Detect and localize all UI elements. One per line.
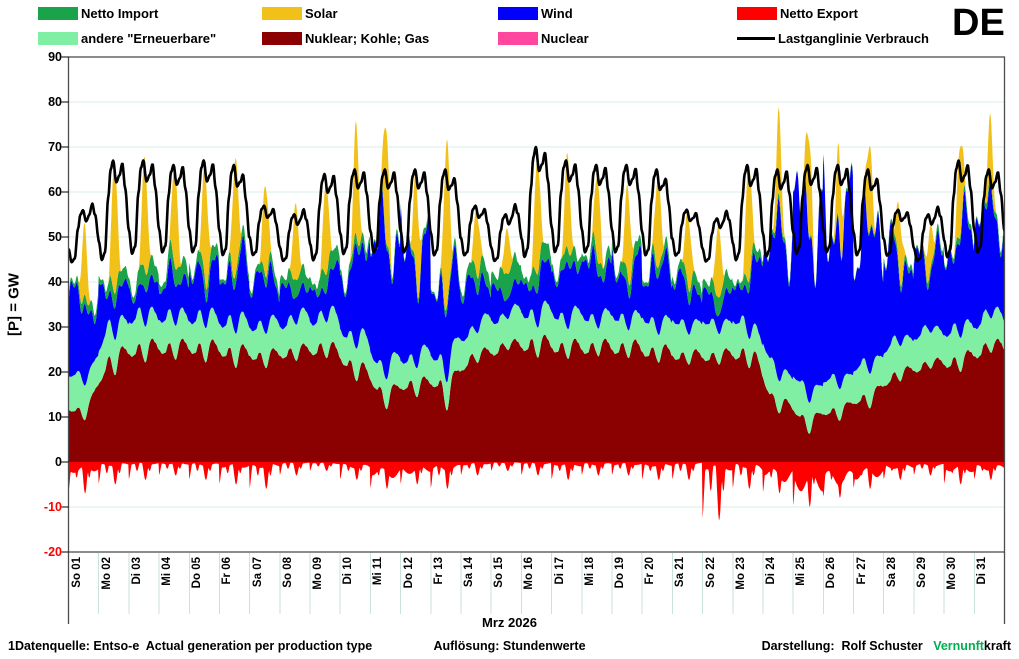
ytick-label-10: 10 bbox=[48, 410, 62, 424]
footer-resolution: Auflösung: Stundenwerte bbox=[433, 639, 586, 653]
legend-item-andere-erneuerbare: andere "Erneuerbare" bbox=[38, 30, 216, 46]
legend-label-andere-erneuerbare: andere "Erneuerbare" bbox=[81, 30, 217, 46]
xtick-label-24: Di 24 bbox=[764, 557, 777, 585]
legend-item-nuklear-kohle-gas: Nuklear; Kohle; Gas bbox=[262, 30, 429, 46]
xtick-label-23: Mo 23 bbox=[734, 557, 747, 590]
xtick-label-21: Sa 21 bbox=[674, 557, 687, 588]
legend-item-wind: Wind bbox=[498, 5, 573, 21]
xtick-label-16: Mo 16 bbox=[523, 557, 536, 590]
xtick-label-20: Fr 20 bbox=[644, 557, 657, 585]
legend-label-netto-import: Netto Import bbox=[81, 5, 159, 21]
xtick-label-1: So 01 bbox=[70, 557, 83, 588]
ytick-label-0: 0 bbox=[55, 455, 62, 469]
xtick-label-25: Mi 25 bbox=[795, 557, 808, 586]
xtick-label-9: Mo 09 bbox=[312, 557, 325, 590]
legend-item-netto-export: Netto Export bbox=[737, 5, 858, 21]
xtick-label-15: So 15 bbox=[493, 557, 506, 588]
xtick-label-30: Mo 30 bbox=[946, 557, 959, 590]
xtick-label-29: So 29 bbox=[915, 557, 928, 588]
xtick-label-6: Fr 06 bbox=[221, 557, 234, 585]
series-wind-area bbox=[68, 154, 1005, 403]
xtick-label-2: Mo 02 bbox=[100, 557, 113, 590]
ytick-label-20: 20 bbox=[48, 365, 62, 379]
footer: 1Datenquelle: Entso-e Actual generation … bbox=[0, 639, 1019, 659]
legend-swatch-netto-export bbox=[737, 6, 777, 20]
legend-swatch-nuclear bbox=[498, 31, 538, 45]
legend-item-nuclear: Nuclear bbox=[498, 30, 589, 46]
legend-swatch-wind bbox=[498, 6, 538, 20]
xtick-label-22: So 22 bbox=[704, 557, 717, 588]
series-andere-erneuerbare-area bbox=[68, 300, 1005, 434]
ytick-label--10: -10 bbox=[43, 500, 62, 514]
footer-source: 1Datenquelle: Entso-e Actual generation … bbox=[8, 639, 373, 653]
ytick-label-60: 60 bbox=[48, 185, 62, 199]
legend-swatch-netto-import bbox=[38, 6, 78, 20]
country-label: DE bbox=[952, 2, 1005, 44]
load-line bbox=[68, 145, 1005, 264]
ytick-label-80: 80 bbox=[48, 95, 62, 109]
xtick-label-10: Di 10 bbox=[342, 557, 355, 585]
xtick-label-5: Do 05 bbox=[191, 557, 204, 589]
legend-label-solar: Solar bbox=[305, 5, 338, 21]
credit-prefix: Darstellung: Rolf Schuster bbox=[761, 639, 934, 653]
y-axis-title: [P] = GW bbox=[5, 273, 23, 336]
plot-frame bbox=[67, 56, 1006, 553]
xtick-label-18: Mi 18 bbox=[583, 557, 596, 586]
brand-kraft: kraft bbox=[983, 639, 1011, 653]
x-axis-title: Mrz 2026 bbox=[482, 615, 537, 630]
xtick-label-17: Di 17 bbox=[553, 557, 566, 585]
xtick-label-27: Fr 27 bbox=[855, 557, 868, 585]
xtick-label-7: Sa 07 bbox=[251, 557, 264, 588]
legend-swatch-andere-erneuerbare bbox=[38, 31, 78, 45]
series-netto-export-area bbox=[68, 462, 1005, 520]
xtick-label-31: Di 31 bbox=[976, 557, 989, 585]
xtick-label-4: Mi 04 bbox=[161, 557, 174, 586]
xtick-label-28: Sa 28 bbox=[885, 557, 898, 588]
ytick-label-70: 70 bbox=[48, 140, 62, 154]
series-solar-area bbox=[68, 107, 1005, 316]
legend-swatch-solar bbox=[262, 6, 302, 20]
ytick-label--20: -20 bbox=[43, 545, 62, 559]
legend-label-wind: Wind bbox=[541, 5, 573, 21]
series-netto-import-area bbox=[68, 153, 1005, 325]
brand-vernunft: Vernunft bbox=[933, 639, 984, 653]
legend-item-lastganglinie: Lastganglinie Verbrauch bbox=[737, 30, 929, 46]
legend-label-netto-export: Netto Export bbox=[780, 5, 858, 21]
legend-label-nuclear: Nuclear bbox=[541, 30, 589, 46]
xtick-label-11: Mi 11 bbox=[372, 557, 385, 586]
legend-label-nuklear-kohle-gas: Nuklear; Kohle; Gas bbox=[305, 30, 430, 46]
ytick-label-90: 90 bbox=[48, 50, 62, 64]
xtick-label-14: Sa 14 bbox=[463, 557, 476, 588]
legend-item-solar: Solar bbox=[262, 5, 338, 21]
ytick-label-30: 30 bbox=[48, 320, 62, 334]
legend-item-netto-import: Netto Import bbox=[38, 5, 158, 21]
legend-label-lastganglinie: Lastganglinie Verbrauch bbox=[778, 30, 929, 46]
xtick-label-12: Do 12 bbox=[402, 557, 415, 589]
xtick-label-3: Di 03 bbox=[130, 557, 143, 585]
series-nuklear-kohle-gas-area bbox=[68, 334, 1005, 462]
ytick-label-40: 40 bbox=[48, 275, 62, 289]
xtick-label-8: So 08 bbox=[281, 557, 294, 588]
xtick-label-13: Fr 13 bbox=[432, 557, 445, 585]
legend-swatch-nuklear-kohle-gas bbox=[262, 31, 302, 45]
stacked-areas bbox=[68, 107, 1005, 520]
ytick-label-50: 50 bbox=[48, 230, 62, 244]
xtick-label-26: Do 26 bbox=[825, 557, 838, 589]
footer-credit: Darstellung: Rolf Schuster Vernunftkraft bbox=[762, 639, 1011, 653]
xtick-label-19: Do 19 bbox=[613, 557, 626, 589]
legend-line-swatch-lastganglinie bbox=[737, 36, 775, 40]
